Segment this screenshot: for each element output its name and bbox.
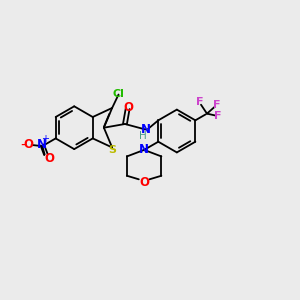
Text: N: N (139, 143, 149, 156)
Text: F: F (196, 97, 203, 107)
Text: O: O (139, 176, 149, 189)
Text: N: N (141, 123, 151, 136)
Text: +: + (41, 134, 49, 144)
Text: S: S (108, 145, 116, 155)
Text: F: F (213, 100, 220, 110)
Text: O: O (23, 138, 33, 152)
Text: F: F (214, 111, 221, 121)
Text: O: O (44, 152, 54, 165)
Text: O: O (124, 101, 134, 114)
Text: N: N (37, 138, 47, 151)
Text: -: - (20, 137, 26, 152)
Text: Cl: Cl (112, 89, 124, 99)
Text: H: H (139, 131, 146, 141)
